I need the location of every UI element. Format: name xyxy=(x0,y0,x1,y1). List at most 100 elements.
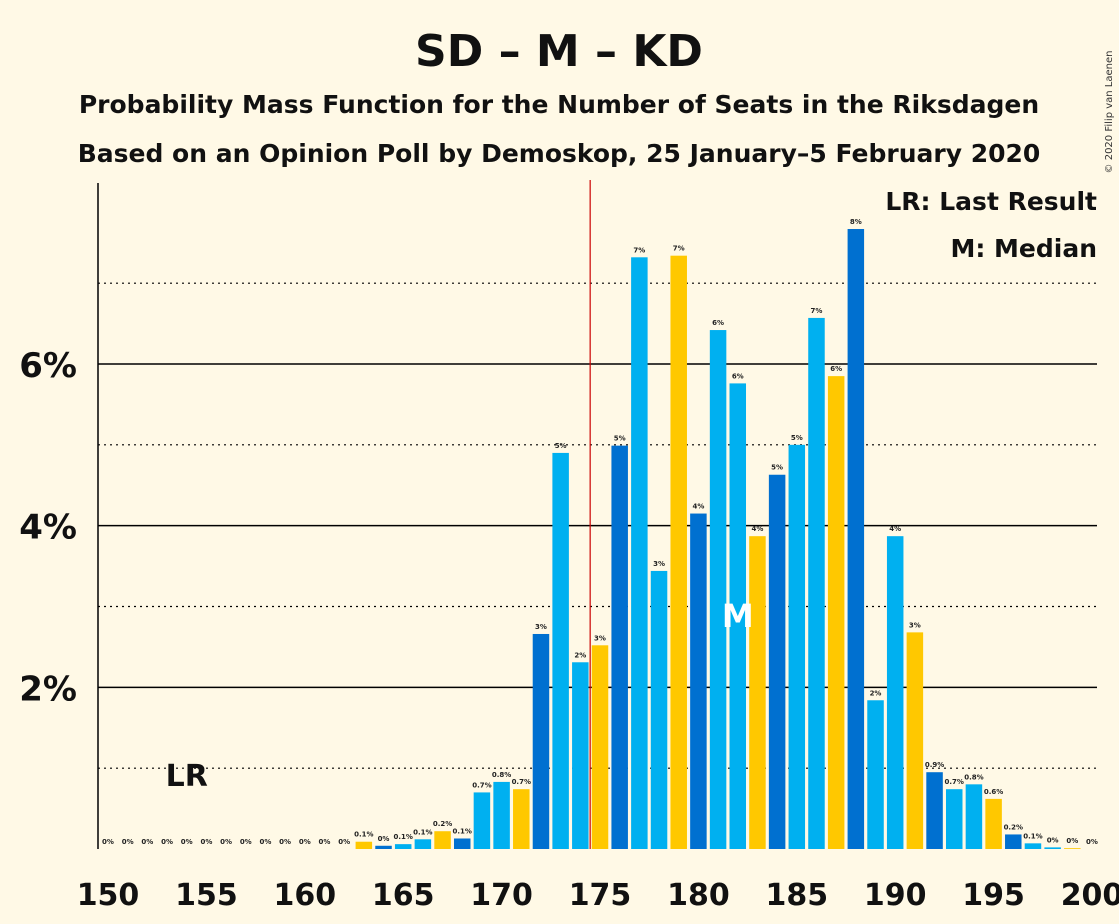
bar-seat-172 xyxy=(532,633,550,849)
x-axis-ticks: 150 155 160 165 170 175 180 185 190 195 200 xyxy=(77,878,1119,913)
bar-label-seat-173: 5% xyxy=(555,442,567,450)
bar-label-seat-182: 6% xyxy=(732,372,744,380)
bar-seat-171 xyxy=(513,789,530,849)
chart-subtitle-1: Probability Mass Function for the Number… xyxy=(79,90,1039,119)
x-tick-label: 195 xyxy=(962,878,1025,913)
bar-label-seat-196: 0.2% xyxy=(1004,823,1023,831)
bar-label-seat-181: 6% xyxy=(712,319,724,327)
bar-seat-176 xyxy=(611,445,628,849)
bar-label-seat-151: 0% xyxy=(122,838,134,846)
y-tick-label: 6% xyxy=(19,346,77,386)
bar-label-seat-186: 7% xyxy=(811,307,823,315)
bar-label-seat-174: 2% xyxy=(574,651,586,659)
bar-label-seat-150: 0% xyxy=(102,838,114,846)
legend-median: M: Median xyxy=(950,234,1097,263)
bar-seat-196 xyxy=(1005,834,1022,849)
bar-seat-168 xyxy=(453,838,471,849)
bar-seat-182 xyxy=(729,383,747,849)
bar-seat-178 xyxy=(650,570,668,849)
bar-seat-188 xyxy=(847,229,865,850)
bar-label-seat-184: 5% xyxy=(771,464,783,472)
x-tick-label: 165 xyxy=(372,878,435,913)
bar-label-seat-155: 0% xyxy=(200,838,212,846)
bar-label-seat-176: 5% xyxy=(614,435,626,443)
bar-label-seat-187: 6% xyxy=(830,365,842,373)
y-tick-label: 2% xyxy=(19,669,77,709)
x-tick-label: 180 xyxy=(667,878,730,913)
bar-label-seat-160: 0% xyxy=(299,838,311,846)
bar-label-seat-199: 0% xyxy=(1066,837,1078,845)
bar-label-seat-198: 0% xyxy=(1047,836,1059,844)
bar-label-seat-169: 0.7% xyxy=(472,781,491,789)
bar-series xyxy=(355,229,1081,850)
bar-seat-186 xyxy=(808,317,825,849)
bar-label-seat-158: 0% xyxy=(259,838,271,846)
bar-label-seat-197: 0.1% xyxy=(1023,832,1042,840)
copyright-notice: © 2020 Filip van Laenen xyxy=(1104,51,1115,174)
bar-label-seat-165: 0.1% xyxy=(393,833,412,841)
bar-label-seat-171: 0.7% xyxy=(512,778,531,786)
y-axis-ticks: 2% 4% 6% xyxy=(19,346,77,709)
bar-label-seat-172: 3% xyxy=(535,623,547,631)
median-marker: M xyxy=(722,597,754,635)
bar-label-seat-183: 4% xyxy=(751,525,763,533)
chart-subtitle-2: Based on an Opinion Poll by Demoskop, 25… xyxy=(78,139,1041,168)
bar-seat-166 xyxy=(414,839,432,849)
bar-label-seat-175: 3% xyxy=(594,634,606,642)
bar-seat-192 xyxy=(926,772,943,849)
x-tick-label: 150 xyxy=(77,878,140,913)
bar-label-seat-177: 7% xyxy=(633,246,645,254)
bar-seat-173 xyxy=(552,452,569,849)
bar-label-seat-152: 0% xyxy=(141,838,153,846)
x-tick-label: 190 xyxy=(864,878,927,913)
bar-label-seat-179: 7% xyxy=(673,245,685,253)
bar-seat-167 xyxy=(434,831,451,849)
legend-last-result: LR: Last Result xyxy=(885,187,1097,216)
bar-seat-181 xyxy=(709,330,727,849)
bar-seat-169 xyxy=(473,792,491,849)
bar-label-seat-156: 0% xyxy=(220,838,232,846)
x-tick-label: 170 xyxy=(470,878,533,913)
bar-seat-197 xyxy=(1024,843,1042,849)
bar-label-seat-157: 0% xyxy=(240,838,252,846)
bar-seat-170 xyxy=(493,781,510,849)
bar-seat-174 xyxy=(572,662,589,849)
x-tick-label: 155 xyxy=(175,878,238,913)
bar-label-seat-193: 0.7% xyxy=(945,778,964,786)
bar-seat-185 xyxy=(788,444,806,849)
bar-seat-187 xyxy=(827,376,845,849)
bar-seat-183 xyxy=(749,536,766,849)
bar-label-seat-166: 0.1% xyxy=(413,828,432,836)
bar-seat-195 xyxy=(985,798,1002,849)
bar-seat-180 xyxy=(690,513,707,849)
bar-label-seat-189: 2% xyxy=(870,689,882,697)
bar-seat-199 xyxy=(1064,848,1081,849)
bar-value-labels: 0% 0% 0% 0% 0% 0% 0% 0% 0% 0% 0% 0% 0%0.1%0% 0.1%0.1%… xyxy=(102,218,1098,846)
bar-seat-164 xyxy=(375,845,392,849)
bar-label-seat-154: 0% xyxy=(181,838,193,846)
bar-seat-193 xyxy=(945,789,963,849)
bar-seat-191 xyxy=(906,632,924,849)
x-tick-label: 185 xyxy=(765,878,828,913)
bar-label-seat-162: 0% xyxy=(338,838,350,846)
bar-label-seat-163: 0.1% xyxy=(354,831,373,839)
bar-seat-177 xyxy=(631,257,648,849)
bar-label-seat-190: 4% xyxy=(889,525,901,533)
bar-label-seat-192: 0.9% xyxy=(925,761,944,769)
chart-title: SD – M – KD xyxy=(415,26,703,77)
bar-seat-194 xyxy=(965,784,983,849)
x-tick-label: 160 xyxy=(273,878,336,913)
bar-label-seat-168: 0.1% xyxy=(453,827,472,835)
bar-label-seat-159: 0% xyxy=(279,838,291,846)
bar-label-seat-188: 8% xyxy=(850,218,862,226)
bar-seat-175 xyxy=(591,645,609,849)
bar-seat-190 xyxy=(886,536,904,849)
bar-label-seat-161: 0% xyxy=(319,838,331,846)
bar-label-seat-167: 0.2% xyxy=(433,820,452,828)
bar-seat-189 xyxy=(867,700,884,849)
bar-label-seat-191: 3% xyxy=(909,621,921,629)
bar-seat-165 xyxy=(394,844,412,849)
last-result-marker: LR xyxy=(166,759,208,794)
bar-label-seat-195: 0.6% xyxy=(984,788,1003,796)
